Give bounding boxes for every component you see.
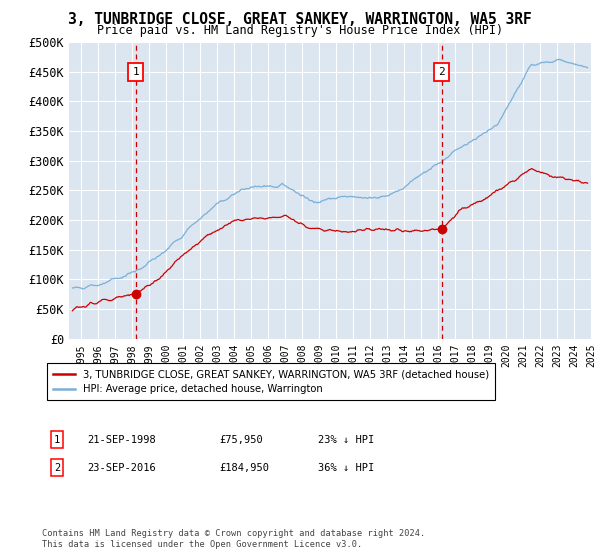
Text: £75,950: £75,950 bbox=[219, 435, 263, 445]
Text: Price paid vs. HM Land Registry's House Price Index (HPI): Price paid vs. HM Land Registry's House … bbox=[97, 24, 503, 36]
Text: 3, TUNBRIDGE CLOSE, GREAT SANKEY, WARRINGTON, WA5 3RF: 3, TUNBRIDGE CLOSE, GREAT SANKEY, WARRIN… bbox=[68, 12, 532, 27]
Text: 23-SEP-2016: 23-SEP-2016 bbox=[87, 463, 156, 473]
Text: Contains HM Land Registry data © Crown copyright and database right 2024.
This d: Contains HM Land Registry data © Crown c… bbox=[42, 529, 425, 549]
Text: 1: 1 bbox=[54, 435, 60, 445]
Text: £184,950: £184,950 bbox=[219, 463, 269, 473]
Text: 2: 2 bbox=[439, 67, 445, 77]
Text: 23% ↓ HPI: 23% ↓ HPI bbox=[318, 435, 374, 445]
Text: 1: 1 bbox=[132, 67, 139, 77]
Text: 36% ↓ HPI: 36% ↓ HPI bbox=[318, 463, 374, 473]
Text: 21-SEP-1998: 21-SEP-1998 bbox=[87, 435, 156, 445]
Text: 2: 2 bbox=[54, 463, 60, 473]
Legend: 3, TUNBRIDGE CLOSE, GREAT SANKEY, WARRINGTON, WA5 3RF (detached house), HPI: Ave: 3, TUNBRIDGE CLOSE, GREAT SANKEY, WARRIN… bbox=[47, 363, 495, 400]
